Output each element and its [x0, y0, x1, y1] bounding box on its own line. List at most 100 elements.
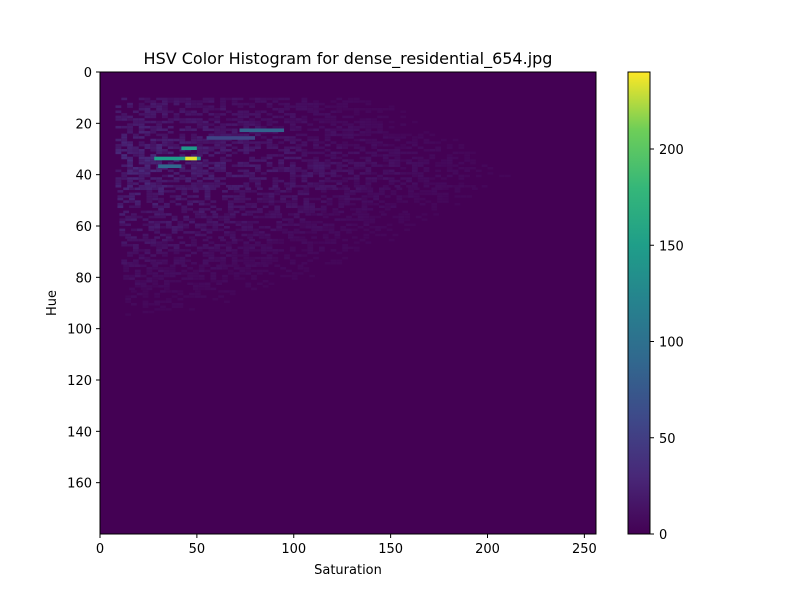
heatmap-cell	[307, 184, 314, 188]
heatmap-cell	[144, 146, 151, 149]
heatmap-cell	[210, 187, 217, 191]
heatmap-cell	[144, 133, 151, 137]
heatmap-cell	[375, 233, 381, 237]
heatmap-cell	[303, 200, 310, 203]
heatmap-cell	[272, 238, 279, 242]
heatmap-cell	[162, 166, 168, 170]
heatmap-cell	[235, 228, 242, 232]
heatmap-cell	[239, 200, 246, 203]
heatmap-cell	[324, 105, 331, 108]
heatmap-cell	[268, 192, 275, 196]
heatmap-cell	[233, 190, 240, 193]
heatmap-cell	[208, 246, 215, 250]
heatmap-cell	[369, 231, 376, 234]
heatmap-cell	[177, 226, 184, 229]
heatmap-cell	[260, 131, 267, 134]
heatmap-cell	[406, 177, 412, 180]
heatmap-cell	[419, 197, 426, 201]
heatmap-cell	[305, 226, 312, 229]
heatmap-cell	[144, 174, 151, 178]
heatmap-cell	[429, 182, 436, 185]
heatmap-cell	[394, 172, 401, 175]
heatmap-cell	[150, 243, 157, 247]
heatmap-cell	[146, 210, 153, 214]
heatmap-cell	[187, 267, 193, 270]
heatmap-cell	[307, 174, 314, 178]
heatmap-cell	[317, 228, 323, 232]
heatmap-cell	[204, 282, 211, 286]
colorbar-tick-label: 150	[659, 239, 684, 254]
heatmap-cell	[129, 195, 135, 198]
heatmap-cell	[458, 143, 465, 147]
heatmap-cell	[220, 259, 226, 262]
heatmap-cell	[431, 208, 438, 211]
heatmap-cell	[317, 213, 323, 216]
heatmap-cell	[171, 295, 178, 298]
heatmap-cell	[239, 272, 246, 275]
heatmap-cell	[208, 113, 215, 116]
heatmap-cell	[121, 172, 128, 175]
heatmap-cell	[307, 259, 314, 262]
heatmap-cell	[181, 208, 188, 211]
heatmap-cell	[324, 261, 331, 265]
heatmap-cell	[245, 282, 252, 286]
heatmap-cell	[260, 141, 267, 144]
heatmap-cell	[324, 149, 331, 152]
heatmap-cell	[154, 308, 161, 311]
heatmap-cell	[336, 156, 343, 160]
heatmap-cell	[237, 246, 244, 250]
heatmap-cell	[278, 169, 285, 173]
heatmap-cell	[253, 215, 259, 219]
heatmap-cell	[326, 200, 333, 203]
heatmap-cell	[235, 220, 242, 224]
heatmap-cell	[289, 177, 296, 180]
heatmap-cell	[156, 184, 162, 188]
heatmap-cell	[330, 238, 337, 242]
heatmap-cell	[138, 159, 145, 162]
heatmap-cell	[185, 169, 192, 173]
heatmap-cell	[214, 166, 221, 170]
heatmap-cell	[313, 136, 319, 139]
heatmap-cell	[307, 166, 314, 170]
heatmap-cell	[382, 169, 389, 173]
heatmap-cell	[193, 269, 199, 273]
heatmap-cell	[307, 182, 314, 185]
heatmap-cell	[229, 220, 236, 224]
heatmap-cell	[227, 200, 234, 203]
heatmap-cell	[336, 259, 343, 262]
heatmap-cell	[185, 179, 192, 183]
heatmap-cell	[160, 305, 166, 309]
heatmap-cell	[417, 179, 424, 183]
heatmap-cell	[138, 169, 145, 173]
heatmap-cell	[214, 249, 221, 252]
heatmap-cell	[475, 169, 482, 173]
heatmap-cell	[297, 264, 304, 268]
heatmap-cell	[191, 261, 197, 265]
heatmap-cell	[173, 259, 180, 262]
heatmap-cell	[138, 149, 145, 152]
heatmap-cell	[318, 246, 325, 250]
heatmap-cell	[231, 259, 238, 262]
heatmap-cell	[446, 161, 453, 165]
heatmap-cell	[320, 208, 327, 211]
heatmap-cell	[313, 138, 319, 142]
heatmap-cell	[266, 146, 273, 149]
heatmap-cell	[206, 223, 213, 226]
heatmap-cell	[185, 149, 192, 152]
heatmap-cell	[266, 241, 273, 244]
heatmap-cell	[121, 164, 128, 167]
heatmap-cell	[365, 159, 372, 162]
heatmap-cell	[189, 292, 195, 296]
heatmap-cell	[342, 131, 348, 134]
heatmap-cell	[344, 200, 350, 203]
heatmap-cell	[144, 179, 151, 183]
colorbar-tick-label: 0	[659, 528, 667, 543]
heatmap-cell	[175, 272, 182, 275]
heatmap-cell	[313, 102, 319, 106]
heatmap-cell	[400, 159, 407, 162]
heatmap-cell	[237, 118, 244, 121]
heatmap-cell	[318, 164, 325, 167]
heatmap-cell	[202, 128, 209, 132]
heatmap-cell	[365, 102, 372, 106]
heatmap-cell	[301, 105, 308, 108]
